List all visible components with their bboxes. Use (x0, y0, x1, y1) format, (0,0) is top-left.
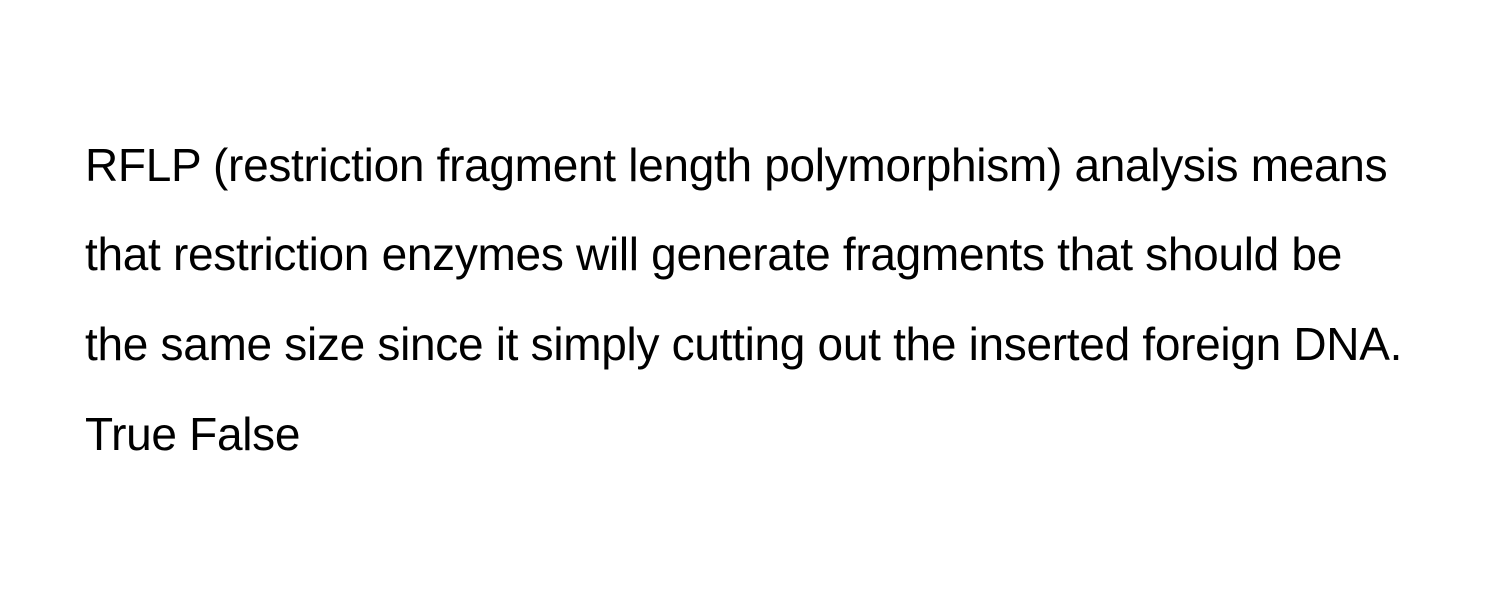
question-text: RFLP (restriction fragment length polymo… (85, 121, 1415, 480)
